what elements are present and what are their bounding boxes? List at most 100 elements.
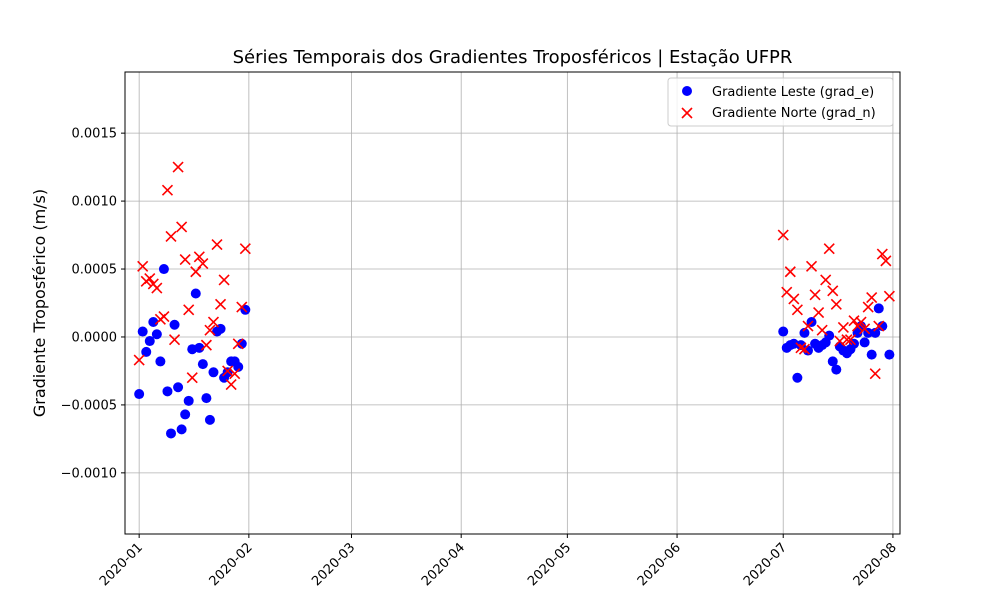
grad-n-point (137, 260, 149, 272)
legend-label-grad-e: Gradiente Leste (grad_e) (712, 85, 874, 100)
grad-n-point (784, 266, 796, 278)
grad-n-point (816, 324, 828, 336)
grad-n-point (172, 161, 184, 173)
legend-box (667, 77, 894, 127)
grad-e-point (877, 321, 888, 332)
grad-e-point (169, 319, 180, 330)
grad-e-point (236, 338, 247, 349)
grad-n-point (841, 334, 853, 346)
grad-n-point (197, 258, 209, 270)
grad-e-point (827, 356, 838, 367)
grad-n-point (144, 272, 156, 285)
y-tick-label: 0.0005 (72, 263, 118, 278)
grad-n-point (820, 274, 832, 286)
grad-e-point (831, 364, 842, 375)
grad-e-point (824, 330, 835, 341)
grad-e-point (173, 382, 184, 393)
grad-n-point (777, 229, 789, 241)
grad-n-point (222, 365, 234, 377)
grad-e-point (158, 264, 169, 275)
grad-n-point (859, 323, 871, 335)
grad-n-point (200, 339, 212, 351)
legend-marker-grad-n (681, 107, 693, 119)
grad-n-point (225, 378, 237, 391)
grad-n-point (133, 354, 145, 366)
plot-area-frame (124, 71, 901, 535)
grad-e-point (141, 346, 152, 357)
grad-n-point (214, 298, 227, 310)
grad-e-point (162, 386, 173, 397)
grad-n-point (855, 316, 867, 328)
legend: Gradiente Leste (grad_e) Gradiente Norte… (667, 77, 894, 127)
grad-e-point (201, 393, 212, 404)
grad-e-point (190, 288, 201, 299)
chart-title: Séries Temporais dos Gradientes Troposfé… (233, 47, 793, 68)
grad-e-point (180, 409, 191, 420)
grad-e-point (204, 414, 215, 425)
grad-n-point (168, 334, 181, 346)
grad-e-point (183, 395, 194, 406)
grad-n-point (798, 343, 811, 355)
grad-n-point (179, 253, 191, 266)
grad-e-point (197, 359, 208, 370)
grad-e-point (155, 356, 166, 367)
grad-e-point (222, 367, 233, 378)
grad-e-point (208, 367, 219, 378)
grad-n-point (823, 243, 835, 255)
grad-n-point (232, 338, 244, 350)
grad-n-point (204, 324, 216, 336)
grad-n-point (158, 311, 170, 323)
grad-n-point (176, 221, 188, 233)
grad-n-point (883, 290, 895, 302)
grad-n-point (813, 306, 825, 319)
grad-n-point (236, 301, 248, 313)
grad-n-point (802, 320, 814, 332)
grad-n-point (218, 274, 230, 286)
grad-e-point (866, 349, 877, 360)
grad-e-point (873, 303, 884, 314)
grad-e-point (166, 428, 177, 439)
y-tick-label: 0.0000 (72, 330, 118, 345)
grad-e-point (870, 327, 881, 338)
legend-label-grad-n: Gradiente Norte (grad_n) (712, 106, 876, 121)
grad-n-point (207, 316, 220, 328)
grad-n-point (795, 342, 807, 354)
grad-n-point (876, 248, 888, 260)
grad-n-point (837, 321, 849, 334)
grad-e-point (884, 349, 895, 360)
grad-e-point (176, 424, 187, 435)
legend-marker-grad-e (682, 86, 692, 96)
grad-n-point (183, 304, 195, 316)
grad-n-point (193, 251, 205, 263)
grid (125, 72, 900, 534)
y-tick-label: −0.0010 (61, 466, 117, 481)
data-points (133, 161, 895, 439)
grad-n-point (161, 184, 174, 196)
grad-n-point (844, 334, 857, 346)
grad-e-point (799, 327, 810, 338)
grad-n-point (830, 298, 842, 310)
y-axis-title: Gradiente Troposférico (m/s) (30, 189, 49, 417)
grad-n-point (791, 304, 803, 316)
grad-n-point (880, 255, 892, 267)
grad-n-point (239, 243, 251, 255)
grad-n-point (165, 230, 177, 242)
grad-n-point (809, 289, 821, 301)
y-tick-label: 0.0015 (72, 127, 118, 142)
grad-e-point (134, 389, 145, 400)
grad-n-point (873, 320, 885, 332)
grad-e-point (233, 361, 244, 372)
grad-e-point (859, 337, 870, 348)
y-tick-label: −0.0005 (61, 398, 117, 413)
y-tick-label: 0.0010 (72, 195, 118, 210)
grad-e-point (151, 329, 162, 340)
grad-n-point (186, 372, 198, 384)
grad-e-point (137, 326, 148, 337)
grad-n-point (211, 239, 223, 251)
grad-n-point (229, 368, 241, 380)
grad-n-point (862, 301, 874, 313)
grad-n-point (866, 291, 878, 304)
grad-n-point (151, 282, 163, 294)
grad-e-point (778, 326, 789, 337)
